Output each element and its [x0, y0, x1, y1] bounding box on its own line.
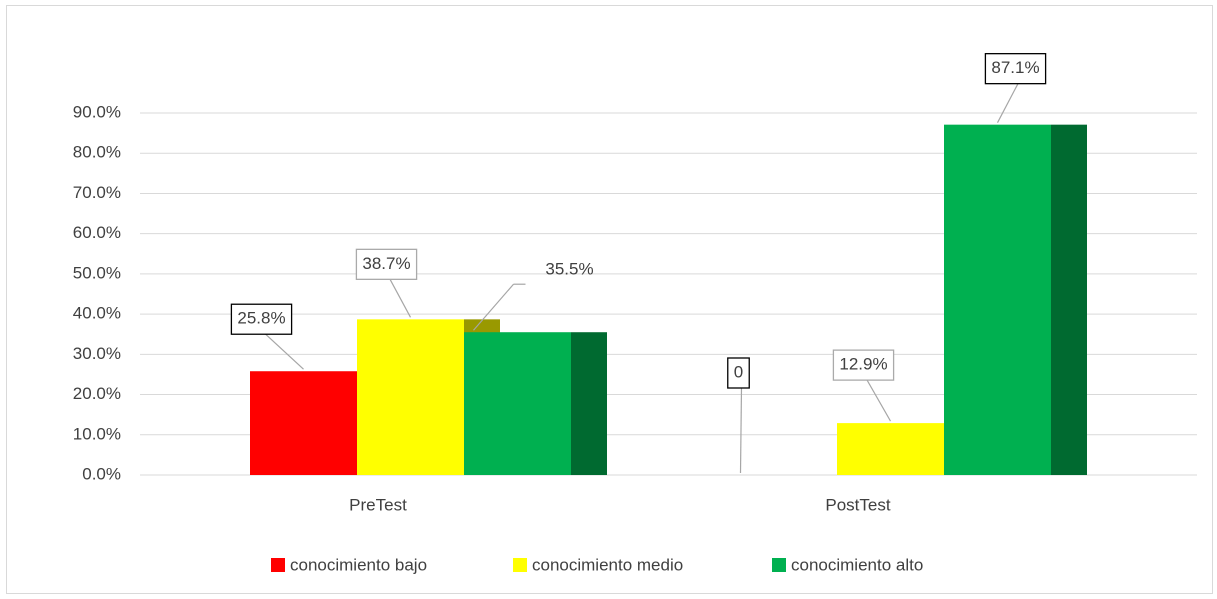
- y-tick-label: 40.0%: [73, 304, 121, 323]
- data-label-box: [984, 53, 1047, 85]
- y-tick-label: 80.0%: [73, 143, 121, 162]
- bar: [944, 124, 1051, 476]
- data-label: 38.7%: [362, 254, 410, 273]
- y-tick-label: 90.0%: [73, 102, 121, 121]
- bar: [837, 423, 944, 475]
- legend-swatch: [271, 558, 285, 572]
- y-tick-label: 20.0%: [73, 384, 121, 403]
- legend-swatch: [513, 558, 527, 572]
- leader-line: [264, 332, 304, 370]
- legend-swatch: [772, 558, 786, 572]
- data-label: 12.9%: [839, 355, 887, 374]
- leader-line: [388, 278, 412, 318]
- y-tick-label: 10.0%: [73, 424, 121, 443]
- data-label-box: [832, 349, 895, 381]
- data-label: 0: [734, 362, 743, 381]
- leader-line: [739, 386, 743, 474]
- leader-line: [865, 378, 892, 422]
- data-label: 25.8%: [237, 309, 285, 328]
- data-label-box: [230, 303, 293, 335]
- bar-side: [1051, 124, 1087, 476]
- bar: [357, 319, 464, 475]
- data-label: 87.1%: [991, 58, 1039, 77]
- legend-label: conocimiento bajo: [290, 555, 427, 574]
- bar: [250, 371, 357, 475]
- leader-line: [473, 283, 514, 331]
- data-label-box: [727, 357, 750, 389]
- x-tick-label: PostTest: [825, 495, 890, 514]
- y-tick-label: 70.0%: [73, 183, 121, 202]
- bar-side: [571, 332, 607, 475]
- legend-label: conocimiento alto: [791, 555, 923, 574]
- legend-label: conocimiento medio: [532, 555, 683, 574]
- y-tick-label: 50.0%: [73, 263, 121, 282]
- x-tick-label: PreTest: [349, 495, 407, 514]
- y-tick-label: 0.0%: [82, 464, 121, 483]
- data-label-box: [355, 248, 418, 280]
- leader-line: [996, 82, 1020, 123]
- y-tick-label: 30.0%: [73, 344, 121, 363]
- y-tick-label: 60.0%: [73, 223, 121, 242]
- data-label: 35.5%: [545, 260, 593, 279]
- bar: [464, 332, 571, 475]
